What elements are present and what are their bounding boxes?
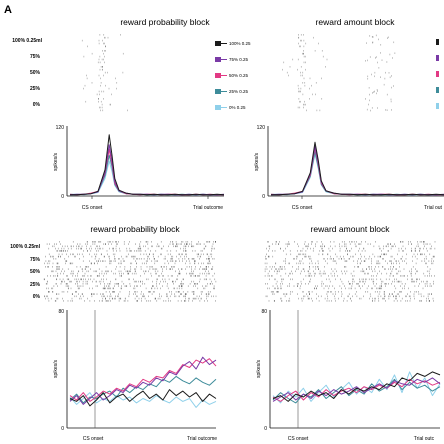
row-label: 75% xyxy=(30,54,41,60)
chart-title: reward amount block xyxy=(316,17,396,27)
series-line xyxy=(272,371,441,402)
series-line xyxy=(70,134,225,196)
y-tick-label: 80 xyxy=(58,309,64,315)
chart-top-amount: reward amount block 120 0 spikes/s CS on… xyxy=(254,17,444,211)
series-lines xyxy=(272,371,441,404)
chart-title: reward amount block xyxy=(311,224,391,234)
series-lines xyxy=(270,141,444,196)
series-line xyxy=(272,378,441,402)
chart-bottom-amount: reward amount block 80 0 spikes/s CS ons… xyxy=(256,224,441,442)
series-lines xyxy=(69,134,225,196)
y-axis-label: spikes/s xyxy=(53,152,59,171)
series-line xyxy=(271,153,444,196)
series-line xyxy=(69,389,217,407)
row-label: 100% 0.25ml xyxy=(12,38,42,44)
legend-marker xyxy=(436,39,439,45)
legend-label: 50% 0.25 xyxy=(229,73,249,78)
plot-axes: 80 0 spikes/s CS onset Trial outcome xyxy=(53,309,217,442)
y-axis-label: spikes/s xyxy=(53,359,59,378)
y-tick-label: 0 xyxy=(264,426,267,432)
spike-raster xyxy=(282,34,328,112)
chart-title: reward probability block xyxy=(90,224,180,234)
legend-swatch xyxy=(215,89,221,94)
legend-swatch xyxy=(215,57,221,62)
x-tick-label: Trial outcome xyxy=(187,436,217,442)
row-label: 25% xyxy=(30,282,41,288)
y-tick-label: 120 xyxy=(56,125,65,131)
x-tick-label: CS onset xyxy=(83,436,104,442)
series-lines xyxy=(69,356,217,408)
series-line xyxy=(69,358,217,402)
plot-axes: 80 0 spikes/s CS onset Trial outc xyxy=(256,309,440,442)
row-label: 50% xyxy=(30,70,41,76)
x-tick-label: CS onset xyxy=(82,205,103,211)
legend-marker xyxy=(436,71,439,77)
x-tick-label: CS onset xyxy=(292,205,313,211)
row-label: 50% xyxy=(30,269,41,275)
legend-marker xyxy=(436,103,439,109)
spike-raster xyxy=(43,241,217,302)
y-axis-label: spikes/s xyxy=(256,359,262,378)
y-tick-label: 80 xyxy=(261,309,267,315)
panel-label: A xyxy=(4,4,12,16)
row-label: 0% xyxy=(33,294,41,300)
legend-label: 25% 0.25 xyxy=(229,89,249,94)
legend-marker xyxy=(436,55,439,61)
series-line xyxy=(270,147,444,196)
row-label: 75% xyxy=(30,257,41,263)
x-tick-label: CS onset xyxy=(288,436,309,442)
row-label: 25% xyxy=(30,86,41,92)
y-tick-label: 0 xyxy=(61,194,64,200)
series-line xyxy=(70,160,224,196)
spike-raster xyxy=(264,241,436,302)
x-tick-label: Trial outcome xyxy=(193,205,223,211)
series-line xyxy=(271,151,444,196)
series-line xyxy=(271,141,444,196)
legend-marker xyxy=(436,87,439,93)
plot-axes: 120 0 spikes/s CS onset Trial out xyxy=(254,125,444,211)
row-label: 100% 0.25ml xyxy=(10,244,40,250)
series-line xyxy=(69,356,217,405)
legend-label: 75% 0.25 xyxy=(229,57,249,62)
series-line xyxy=(270,145,444,196)
series-line xyxy=(70,154,224,196)
series-line xyxy=(69,144,225,196)
chart-top-probability: reward probability block 100% 0.25ml 75%… xyxy=(12,17,225,211)
series-line xyxy=(69,148,224,196)
legend-swatch xyxy=(215,41,221,46)
legend-swatch xyxy=(215,105,221,110)
spike-raster xyxy=(81,34,128,112)
row-labels: 100% 0.25ml 75% 50% 25% 0% xyxy=(12,38,42,108)
plot-axes: 120 0 spikes/s CS onset Trial outcome xyxy=(53,125,224,211)
legend-label: 100% 0.25 xyxy=(229,41,251,46)
chart-title: reward probability block xyxy=(120,17,210,27)
x-tick-label: Trial out xyxy=(424,205,442,211)
row-labels: 100% 0.25ml 75% 50% 25% 0% xyxy=(10,244,40,300)
series-line xyxy=(272,371,441,404)
y-tick-label: 120 xyxy=(257,125,266,131)
legend-label: 0% 0.25 xyxy=(229,105,246,110)
y-axis-label: spikes/s xyxy=(254,152,260,171)
row-label: 0% xyxy=(33,102,41,108)
legend-markers xyxy=(436,39,439,109)
y-tick-label: 0 xyxy=(262,194,265,200)
series-line xyxy=(69,392,217,408)
spike-raster-right xyxy=(365,34,396,112)
x-tick-label: Trial outc xyxy=(414,436,435,442)
y-tick-label: 0 xyxy=(61,426,64,432)
legend: 100% 0.25 75% 0.25 50% 0.25 25% 0.25 0% … xyxy=(215,41,251,110)
legend-swatch xyxy=(215,73,221,78)
chart-bottom-probability: reward probability block 100% 0.25ml 75%… xyxy=(10,224,217,442)
